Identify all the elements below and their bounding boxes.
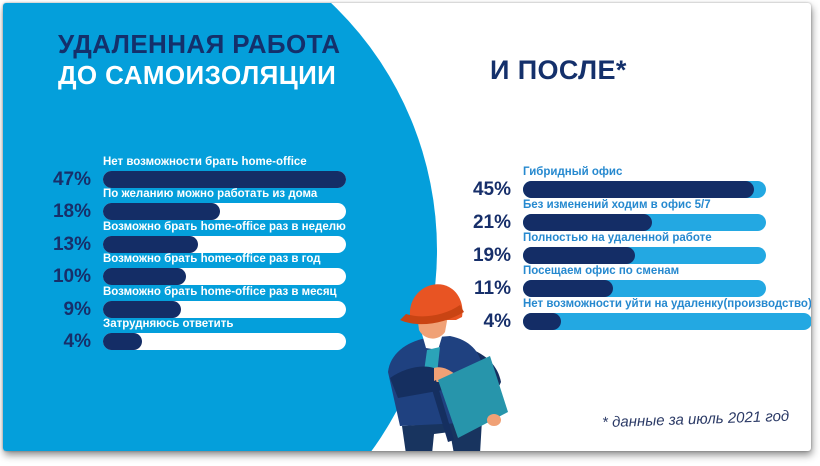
bar-column: Полностью на удаленной работе — [523, 231, 766, 264]
bar-row: 11% Посещаем офис по сменам — [471, 264, 766, 299]
bar-value-label: 13% — [52, 233, 91, 255]
bar-category-label: Нет возможности брать home-office — [103, 155, 307, 168]
bar-value-label: 9% — [63, 298, 91, 320]
bar-value-label: 4% — [483, 311, 511, 332]
bar-row: 4% Нет возможности уйти на удаленку(произ… — [471, 297, 811, 332]
bar-track — [103, 203, 346, 220]
bar-fill — [523, 247, 635, 264]
title-after: И ПОСЛЕ* — [490, 55, 627, 85]
bar-row: 9% Возможно брать home-office раз в месяц — [41, 285, 346, 320]
title-before-line2: ДО САМОИЗОЛЯЦИИ — [58, 60, 337, 90]
bar-track — [523, 247, 766, 264]
bar-value-label: 21% — [472, 212, 511, 233]
bar-value-label: 19% — [472, 245, 511, 266]
bar-category-label: Нет возможности уйти на удаленку(произво… — [523, 298, 811, 310]
blue-circle-background — [3, 3, 437, 451]
bar-track — [523, 280, 766, 297]
slide-card: УДАЛЕННАЯ РАБОТА ДО САМОИЗОЛЯЦИИ И ПОСЛЕ… — [3, 3, 811, 451]
bar-track — [523, 313, 811, 330]
bar-track — [103, 170, 346, 188]
bar-fill — [523, 313, 561, 330]
bar-row: 4% Затрудняюсь ответить — [41, 318, 346, 351]
bar-row: 19% Полностью на удаленной работе — [471, 231, 766, 266]
bar-column: Нет возможности брать home-office — [103, 155, 346, 188]
bar-row: 21% Без изменений ходим в офис 5/7 — [471, 198, 766, 233]
bar-category-label: Посещаем офис по сменам — [523, 265, 680, 277]
bar-fill — [103, 170, 346, 188]
bar-value-label: 4% — [63, 331, 91, 352]
bar-track — [103, 235, 346, 253]
bar-category-label: Возможно брать home-office раз в месяц — [103, 285, 337, 298]
bar-row: 45% Гибридный офис — [471, 165, 766, 200]
bar-column: Возможно брать home-office раз в месяц — [103, 285, 346, 318]
bar-category-label: Гибридный офис — [523, 166, 623, 178]
bar-column: Возможно брать home-office раз в неделю — [103, 220, 346, 253]
bar-row: 47% Нет возможности брать home-office — [41, 155, 346, 190]
bar-track — [523, 214, 766, 231]
bar-fill — [523, 181, 754, 198]
chart-before-isolation: 47% Нет возможности брать home-office 18% П… — [41, 155, 346, 351]
bar-column: Гибридный офис — [523, 165, 766, 198]
engineer-illustration — [388, 284, 508, 451]
bar-fill — [103, 268, 186, 285]
bar-fill — [103, 203, 220, 220]
bar-value-label: 47% — [52, 168, 91, 190]
bar-fill — [103, 333, 142, 350]
bar-value-label: 10% — [52, 266, 91, 287]
bar-row: 13% Возможно брать home-office раз в неде… — [41, 220, 346, 255]
bar-column: Затрудняюсь ответить — [103, 318, 346, 350]
bar-row: 18% По желанию можно работать из дома — [41, 188, 346, 221]
bar-category-label: Затрудняюсь ответить — [103, 318, 234, 330]
bar-fill — [103, 235, 198, 253]
chart-after-isolation: 45% Гибридный офис 21% Без изменений ходим … — [471, 165, 811, 332]
bar-value-label: 18% — [52, 201, 91, 222]
bar-track — [103, 268, 346, 285]
bar-value-label: 45% — [472, 179, 511, 200]
bar-track — [103, 300, 346, 318]
bar-track — [523, 181, 766, 198]
footnote: * данные за июль 2021 год — [601, 407, 790, 432]
bar-column: Нет возможности уйти на удаленку(произво… — [523, 297, 811, 330]
bar-fill — [523, 280, 613, 297]
title-before-line1: УДАЛЕННАЯ РАБОТА — [58, 29, 341, 59]
bar-category-label: По желанию можно работать из дома — [103, 188, 318, 200]
bar-row: 10% Возможно брать home-office раз в год — [41, 253, 346, 286]
bar-fill — [103, 300, 181, 318]
bar-column: По желанию можно работать из дома — [103, 188, 346, 220]
bar-category-label: Возможно брать home-office раз в год — [103, 253, 321, 265]
bar-column: Без изменений ходим в офис 5/7 — [523, 198, 766, 231]
title-before: УДАЛЕННАЯ РАБОТА ДО САМОИЗОЛЯЦИИ — [58, 29, 340, 91]
bar-category-label: Полностью на удаленной работе — [523, 232, 712, 244]
bar-value-label: 11% — [474, 278, 511, 299]
bar-track — [103, 333, 346, 350]
bar-column: Возможно брать home-office раз в год — [103, 253, 346, 285]
bar-category-label: Без изменений ходим в офис 5/7 — [523, 199, 711, 211]
bar-category-label: Возможно брать home-office раз в неделю — [103, 220, 346, 233]
bar-fill — [523, 214, 652, 231]
bar-column: Посещаем офис по сменам — [523, 264, 766, 297]
